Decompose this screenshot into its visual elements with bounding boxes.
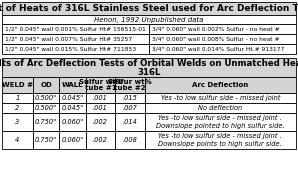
Text: 0.500": 0.500" (35, 105, 57, 111)
Bar (115, 93, 145, 103)
Text: .015: .015 (122, 95, 137, 101)
Bar (149, 44, 296, 54)
Text: Henon, 1992 Unpublished data: Henon, 1992 Unpublished data (94, 16, 204, 22)
Bar (145, 103, 296, 113)
Text: 0.750": 0.750" (35, 137, 57, 143)
Text: Yes -to low sulfur side - missed joint: Yes -to low sulfur side - missed joint (161, 95, 280, 101)
Text: Results of Arc Deflection Tests of Orbital Welds on Unmatched Heats of: Results of Arc Deflection Tests of Orbit… (0, 58, 298, 67)
Bar (86, 103, 115, 113)
Text: 0.750": 0.750" (35, 119, 57, 125)
Text: Sulfur wt%
tube #2: Sulfur wt% tube #2 (108, 78, 152, 91)
Text: .014: .014 (122, 119, 137, 125)
Text: .007: .007 (122, 105, 137, 111)
Bar (33, 93, 59, 103)
Bar (86, 131, 115, 149)
Text: 0.060": 0.060" (61, 137, 84, 143)
Bar (2, 58, 296, 77)
Text: Arc Deflection: Arc Deflection (192, 82, 249, 88)
Bar (145, 113, 296, 131)
Bar (115, 131, 145, 149)
Text: 316L: 316L (137, 68, 161, 77)
Text: 0.500": 0.500" (35, 95, 57, 101)
Text: 1/2" 0.045" wall 0.015% Sulfur Ht# 711853: 1/2" 0.045" wall 0.015% Sulfur Ht# 71185… (5, 46, 136, 52)
Bar (2, 15, 296, 24)
Bar (145, 131, 296, 149)
Bar (86, 113, 115, 131)
Bar (59, 93, 86, 103)
Text: OD: OD (40, 82, 52, 88)
Text: 0.045": 0.045" (61, 105, 84, 111)
Text: 1/2" 0.045" wall 0.001% Sulfur Ht# 156515-01: 1/2" 0.045" wall 0.001% Sulfur Ht# 15651… (5, 27, 146, 31)
Bar (2, 93, 33, 103)
Bar (149, 34, 296, 44)
Bar (59, 131, 86, 149)
Text: List of Heats of 316L Stainless Steel used for Arc Deflection Test: List of Heats of 316L Stainless Steel us… (0, 4, 298, 13)
Text: 3/4" 0.060" wall 0.014% Sulfur Ht.# 913177: 3/4" 0.060" wall 0.014% Sulfur Ht.# 9131… (152, 46, 285, 52)
Bar (59, 103, 86, 113)
Bar (33, 77, 59, 93)
Text: .001: .001 (93, 95, 108, 101)
Bar (33, 113, 59, 131)
Bar (115, 103, 145, 113)
Text: WALL: WALL (62, 82, 83, 88)
Bar (145, 93, 296, 103)
Text: 1/2" 0.045" wall 0.007% Sulfur Ht# 35257: 1/2" 0.045" wall 0.007% Sulfur Ht# 35257 (5, 37, 132, 42)
Bar (2, 77, 33, 93)
Text: 3/4" 0.060" wall 0.002% Sulfur - no heat #: 3/4" 0.060" wall 0.002% Sulfur - no heat… (152, 27, 280, 31)
Bar (86, 77, 115, 93)
Text: 3: 3 (15, 119, 20, 125)
Bar (59, 77, 86, 93)
Text: Sulfur wt%
tube #1: Sulfur wt% tube #1 (79, 78, 122, 91)
Bar (59, 113, 86, 131)
Bar (145, 77, 296, 93)
Text: Yes -to low sulfur side - missed joint .
Downslope pointed to high sulfur side.: Yes -to low sulfur side - missed joint .… (156, 115, 285, 129)
Text: Yes -to low sulfur side - missed joint .
Downslope points to high sulfur side.: Yes -to low sulfur side - missed joint .… (159, 133, 282, 147)
Text: 0.045": 0.045" (61, 95, 84, 101)
Bar (2, 103, 33, 113)
Bar (86, 93, 115, 103)
Text: .002: .002 (93, 119, 108, 125)
Text: .002: .002 (93, 137, 108, 143)
Bar (149, 24, 296, 34)
Text: 3/4" 0.060" wall 0.008% Sulfur - no heat #: 3/4" 0.060" wall 0.008% Sulfur - no heat… (152, 37, 280, 42)
Bar (33, 131, 59, 149)
Text: 0.060": 0.060" (61, 119, 84, 125)
Text: .001: .001 (93, 105, 108, 111)
Text: 2: 2 (15, 105, 20, 111)
Bar (2, 24, 149, 34)
Text: 1: 1 (15, 95, 20, 101)
Bar (2, 2, 296, 15)
Text: No deflection: No deflection (198, 105, 242, 111)
Bar (33, 103, 59, 113)
Bar (2, 44, 149, 54)
Bar (2, 131, 33, 149)
Bar (2, 113, 33, 131)
Bar (2, 34, 149, 44)
Bar (115, 113, 145, 131)
Text: WELD #: WELD # (2, 82, 33, 88)
Text: .008: .008 (122, 137, 137, 143)
Bar (115, 77, 145, 93)
Text: 4: 4 (15, 137, 20, 143)
